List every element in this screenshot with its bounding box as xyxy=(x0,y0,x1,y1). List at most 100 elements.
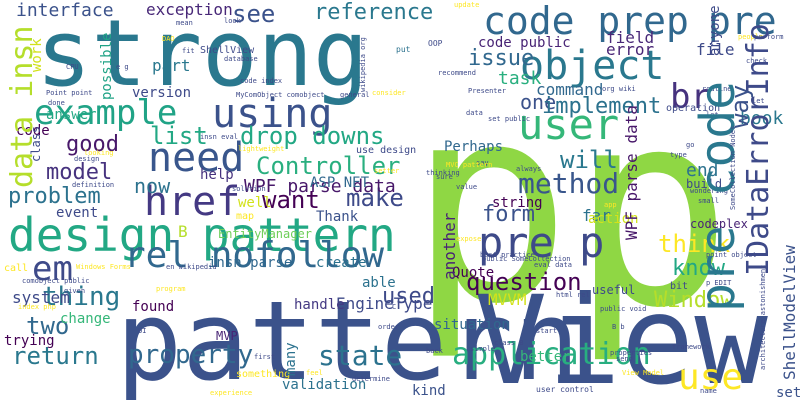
word-string: far xyxy=(582,206,611,225)
word-build: build xyxy=(686,177,723,191)
word-mvp: MVP xyxy=(216,329,238,343)
word-work: answer xyxy=(46,107,97,123)
word-always: value xyxy=(456,183,478,191)
word-point-object: point object xyxy=(706,251,757,259)
word-set-public: MVC pattern xyxy=(446,161,493,169)
word-drop-downs: drop downs xyxy=(240,122,385,150)
word-architecture-astonishment: architecture astonishment xyxy=(759,264,767,370)
word-many: better xyxy=(520,349,571,365)
word-first: first xyxy=(254,353,276,361)
word-need: need xyxy=(148,135,245,181)
word-order: order xyxy=(378,323,400,331)
word-think: think xyxy=(658,230,731,258)
word-enginetype: create xyxy=(316,255,367,271)
word-question: question xyxy=(466,268,582,296)
word-point-point: Point point xyxy=(46,89,93,97)
word-wondering: wondering xyxy=(690,187,728,195)
word-good: good xyxy=(66,132,119,157)
word-p-edit: p EDIT xyxy=(706,279,732,287)
word-book: book xyxy=(740,108,784,129)
word-expose: expose xyxy=(456,235,482,243)
word-go: go xyxy=(686,141,695,149)
word-using: using xyxy=(212,91,333,137)
word-shellmodelview: ShellModelView xyxy=(780,245,799,380)
word-data: set public xyxy=(488,115,531,123)
word-something: map xyxy=(236,211,255,222)
word-design-pattern: design pattern xyxy=(8,208,396,262)
word-program: something xyxy=(236,369,291,380)
word-property: property xyxy=(128,340,254,370)
word-handle: EngineType xyxy=(336,294,433,313)
word-shellview: ShellView xyxy=(200,45,255,56)
word-better: useful xyxy=(592,283,636,297)
word-kind: validation xyxy=(282,377,367,393)
word-answer: code xyxy=(16,123,50,139)
word-b-b: B b xyxy=(612,323,625,331)
word-check: check xyxy=(746,57,768,65)
word-code-index: code index xyxy=(240,77,283,85)
word-use-design: lightweight xyxy=(238,145,285,153)
word-start: start xyxy=(536,327,558,335)
word-view-model: View Model xyxy=(622,369,665,377)
word-action: many xyxy=(283,342,299,376)
word-comobject-public: comobject public xyxy=(22,277,90,285)
word-fit: done xyxy=(48,99,65,107)
word-mycomobject: MyComObject comobject xyxy=(236,91,325,99)
word-model: model xyxy=(46,160,113,185)
word-determine: determine xyxy=(352,375,390,383)
word-insn-eval: use design xyxy=(356,145,417,156)
word-oop: OOP xyxy=(428,39,443,48)
word-idataerrorinfo: IDataErrorInfo xyxy=(741,23,776,276)
word-perform: perform xyxy=(754,33,784,41)
word-best-practice: best practice xyxy=(480,251,535,259)
word-trying: change xyxy=(60,311,111,327)
word-command: command xyxy=(536,80,604,99)
word-href: href xyxy=(144,179,241,225)
word-general: general xyxy=(340,91,370,99)
word-anyone: anyone xyxy=(707,5,723,56)
word-window: Window xyxy=(654,288,734,313)
word-recommend: recommend xyxy=(438,69,476,77)
word-back: back xyxy=(426,347,443,355)
word-app: app xyxy=(604,201,617,209)
word-form: form xyxy=(482,202,535,227)
word-method: method xyxy=(518,167,620,200)
word-far: Perhaps xyxy=(444,139,504,155)
word-perhaps: event xyxy=(56,205,99,221)
word-somecollection-nodes: SomeCollection Nodes xyxy=(729,125,737,210)
word-pattern: pattern xyxy=(116,277,580,400)
word-end: end xyxy=(686,160,719,181)
word-wikipedia-org: wikipedia org xyxy=(359,37,367,92)
word-issue: issue xyxy=(468,46,535,71)
word-update: update xyxy=(454,1,480,9)
word-asp-net: Thank xyxy=(316,209,359,225)
word-event: ASP NET xyxy=(310,175,370,191)
word-thinking: definition xyxy=(72,181,115,189)
word-windows-forms: Windows Forms xyxy=(76,263,131,271)
word-looking: let xyxy=(752,97,765,105)
word-mvvm: situation xyxy=(434,317,510,333)
word-let: let xyxy=(706,111,719,119)
word-able: kind xyxy=(412,383,446,399)
word-rel-nofollow: rel nofollow xyxy=(124,235,385,276)
word-routine: routine xyxy=(702,85,732,93)
word-code-public: code public xyxy=(478,35,571,51)
word-exception: exception xyxy=(146,0,233,19)
word-consider: consider xyxy=(372,89,406,97)
word-b: B xyxy=(178,222,188,241)
word-type: type xyxy=(670,151,687,159)
word-thank: help xyxy=(200,167,234,183)
word-presenter: Presenter xyxy=(468,87,506,95)
word-code: system xyxy=(12,288,70,307)
word-user-control: user control xyxy=(536,385,594,394)
word-list: list xyxy=(150,122,208,150)
word-mvc-pattern: say xyxy=(476,159,489,167)
word-set: set xyxy=(776,385,800,400)
word-ui: e g xyxy=(116,63,129,71)
word-setter: data xyxy=(466,109,483,117)
word-en-wikipedia: en wikipedia xyxy=(166,263,217,271)
word-br: br xyxy=(670,77,711,117)
word-insn-parse: Quote xyxy=(452,265,495,281)
word-feel: feel xyxy=(306,369,323,377)
